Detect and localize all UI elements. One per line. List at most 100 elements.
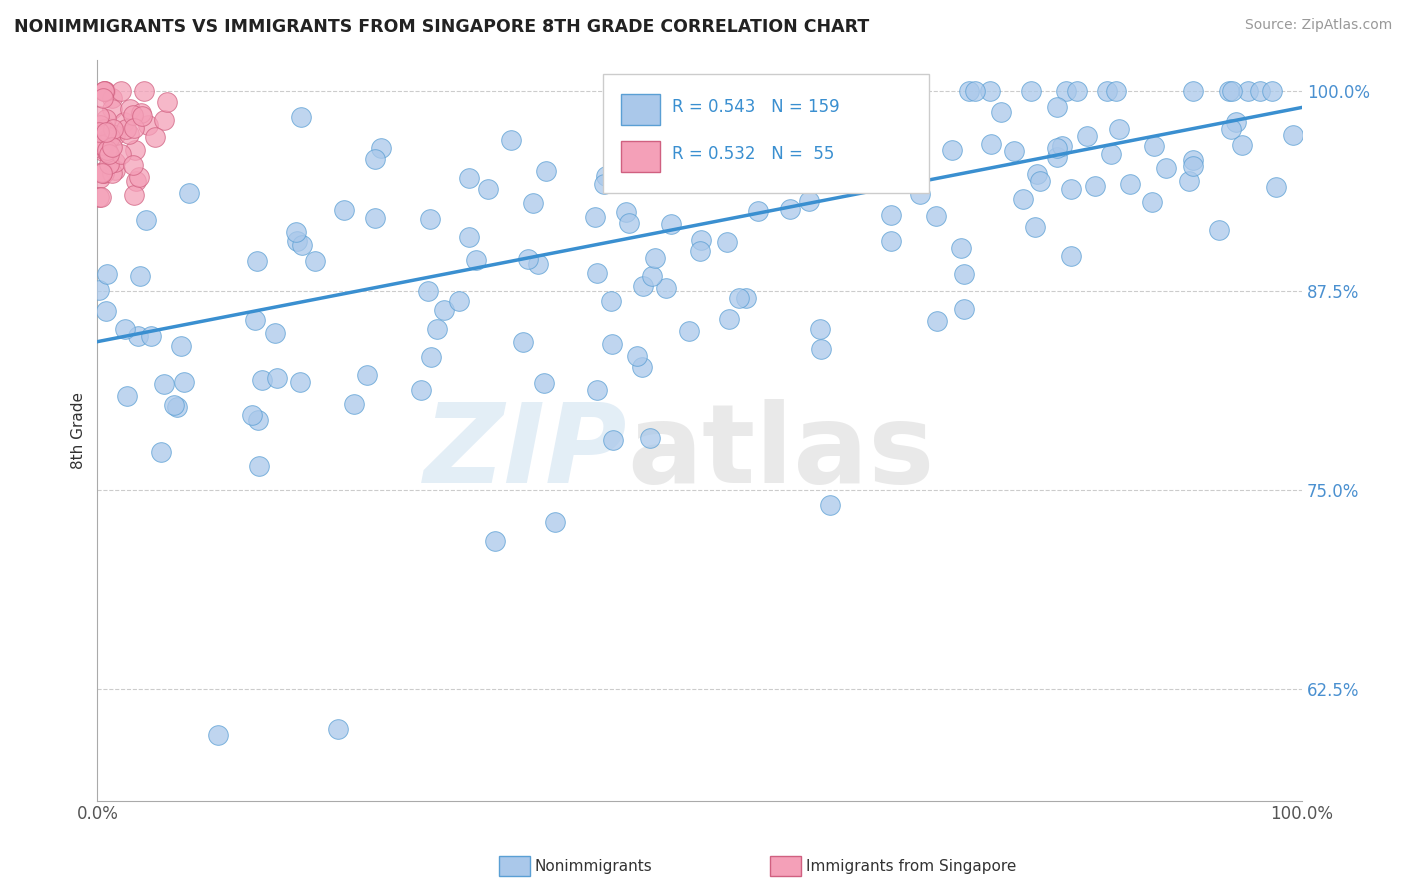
Point [1002, 145, 1025, 159]
Point [1218, 85, 1240, 99]
Point [101, 140, 124, 154]
Point [1108, 122, 1130, 136]
Point [464, 253, 486, 268]
Point [94, 303, 117, 318]
Point [246, 254, 269, 268]
Point [583, 210, 606, 224]
Point [93, 122, 115, 136]
Point [1059, 249, 1081, 263]
Point [179, 186, 201, 201]
Point [600, 337, 623, 351]
Text: Source: ZipAtlas.com: Source: ZipAtlas.com [1244, 18, 1392, 32]
Point [626, 349, 648, 363]
Point [533, 376, 555, 391]
Point [128, 170, 150, 185]
Point [527, 257, 550, 271]
Point [904, 85, 927, 99]
Point [96, 132, 118, 146]
Point [1230, 137, 1253, 152]
Point [808, 322, 831, 336]
Point [879, 128, 901, 143]
Point [1282, 128, 1305, 142]
Point [640, 431, 662, 445]
Point [112, 115, 135, 129]
Point [101, 91, 124, 105]
Point [586, 383, 609, 397]
Point [96, 125, 118, 139]
Point [97, 156, 120, 170]
Point [1249, 85, 1271, 99]
Point [129, 106, 152, 120]
Point [963, 85, 986, 99]
Point [1025, 167, 1047, 181]
Point [484, 533, 506, 548]
Point [1208, 223, 1230, 237]
Point [100, 166, 122, 180]
Point [90, 141, 112, 155]
Point [131, 109, 153, 123]
Point [87, 190, 110, 204]
Point [776, 85, 799, 99]
Point [129, 269, 152, 284]
Point [93, 85, 115, 99]
Point [409, 383, 432, 397]
Point [122, 187, 145, 202]
Point [87, 109, 110, 123]
Point [800, 169, 823, 184]
Point [1178, 174, 1201, 188]
Point [641, 268, 664, 283]
Point [333, 203, 356, 218]
Point [1225, 115, 1247, 129]
Point [1012, 193, 1035, 207]
Point [90, 190, 112, 204]
Point [93, 85, 115, 99]
Point [516, 252, 538, 267]
Point [953, 302, 976, 317]
Point [96, 143, 118, 157]
Point [1046, 141, 1069, 155]
Point [747, 203, 769, 218]
Point [163, 398, 186, 412]
Point [717, 85, 740, 99]
Point [810, 343, 832, 357]
Point [122, 107, 145, 121]
Point [586, 266, 609, 280]
Point [738, 95, 761, 109]
Point [122, 158, 145, 172]
Point [980, 136, 1002, 151]
Point [544, 515, 567, 529]
Point [458, 229, 481, 244]
Text: R = 0.543   N = 159: R = 0.543 N = 159 [672, 98, 839, 116]
Point [364, 152, 387, 166]
Point [263, 326, 285, 341]
Point [925, 314, 948, 328]
Point [501, 133, 523, 147]
Point [91, 138, 114, 153]
Point [718, 311, 741, 326]
Point [644, 251, 666, 265]
Point [89, 171, 111, 186]
Point [728, 291, 751, 305]
Point [141, 329, 163, 343]
Point [990, 105, 1012, 120]
Point [655, 281, 678, 295]
Point [678, 324, 700, 338]
Point [716, 235, 738, 249]
Point [87, 283, 110, 297]
Point [356, 368, 378, 382]
Point [170, 339, 193, 353]
Point [650, 173, 672, 187]
Point [1181, 85, 1204, 99]
Point [98, 130, 121, 145]
Point [1142, 194, 1164, 209]
Point [134, 85, 156, 99]
Point [290, 110, 312, 124]
Point [93, 165, 115, 179]
Point [252, 373, 274, 387]
Point [266, 371, 288, 385]
Point [304, 254, 326, 268]
Point [98, 147, 121, 161]
Point [249, 458, 271, 473]
Point [1084, 178, 1107, 193]
Point [689, 244, 711, 259]
